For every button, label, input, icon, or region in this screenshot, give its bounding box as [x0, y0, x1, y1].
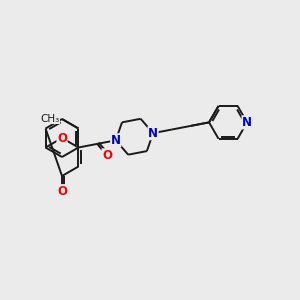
Text: O: O [57, 185, 67, 198]
Text: CH₃: CH₃ [41, 114, 60, 124]
Text: N: N [242, 116, 252, 129]
Text: O: O [102, 149, 112, 162]
Text: N: N [111, 134, 121, 147]
Text: N: N [148, 127, 158, 140]
Text: O: O [57, 131, 67, 145]
